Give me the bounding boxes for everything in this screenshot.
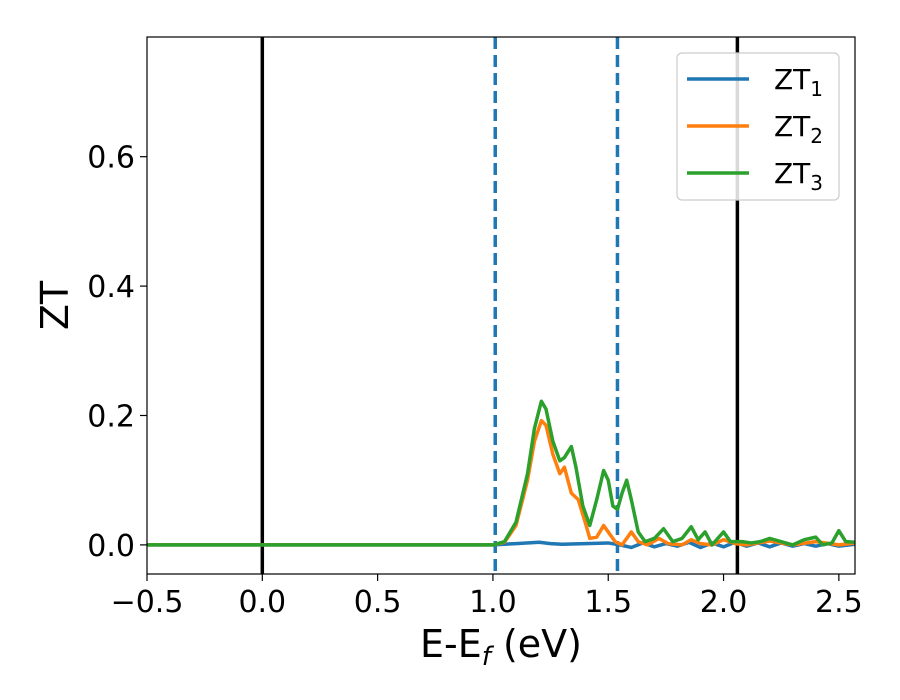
x-tick-label: −0.5 <box>111 585 184 620</box>
y-tick-label: 0.6 <box>87 141 135 176</box>
series-line-zt3 <box>147 399 855 547</box>
x-tick-label: 0.5 <box>354 585 402 620</box>
series-lines <box>147 399 855 550</box>
x-tick-label: 1.0 <box>469 585 517 620</box>
x-tick-label: 2.5 <box>815 585 863 620</box>
legend-entry-zt2: ZT2 <box>687 110 823 148</box>
legend-label: ZT3 <box>774 157 823 195</box>
vertical-marker-lines <box>260 37 740 574</box>
y-tick-label: 0.0 <box>87 529 135 564</box>
x-axis-label-unit: (eV) <box>491 622 582 666</box>
legend-box <box>676 52 840 201</box>
y-tick-label: 0.4 <box>87 270 135 305</box>
legend-entry-zt1: ZT1 <box>687 63 823 101</box>
y-tick-label: 0.2 <box>87 399 135 434</box>
y-axis-label: ZT <box>33 280 77 330</box>
x-axis-label: E-Ef (eV) <box>420 622 582 672</box>
x-tick-label: 1.5 <box>584 585 632 620</box>
legend-entry-zt3: ZT3 <box>687 157 823 195</box>
plot-frame <box>146 36 856 575</box>
axis-ticks: −0.5 0.0 0.5 1.0 1.5 2.0 2.5 0.0 0.2 0.4 0.6 <box>87 141 862 620</box>
legend-label: ZT1 <box>774 63 823 101</box>
legend-label: ZT2 <box>774 110 823 148</box>
x-axis-label-main: E-E <box>420 622 482 666</box>
legend: ZT1 ZT2 ZT3 <box>676 52 840 201</box>
series-line-zt2 <box>147 418 855 547</box>
x-tick-label: 2.0 <box>700 585 748 620</box>
x-tick-label: 0.0 <box>238 585 286 620</box>
